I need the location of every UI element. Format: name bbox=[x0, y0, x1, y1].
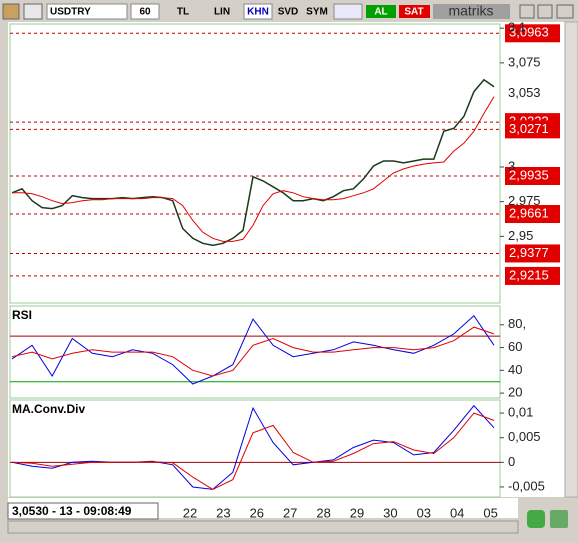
level-label: 2,9935 bbox=[509, 167, 549, 182]
scale[interactable]: LIN bbox=[214, 7, 230, 18]
tool[interactable]: SYM bbox=[306, 7, 328, 18]
y-tick-label: -0,005 bbox=[508, 478, 545, 493]
x-tick-label: 26 bbox=[250, 505, 264, 520]
chart-bg bbox=[8, 22, 565, 497]
button[interactable] bbox=[519, 4, 535, 19]
brand: matriks bbox=[448, 3, 493, 19]
x-tick-label: 27 bbox=[283, 505, 297, 520]
refresh-button[interactable] bbox=[527, 510, 545, 528]
x-tick-label: 04 bbox=[450, 505, 464, 520]
macd-panel bbox=[9, 399, 501, 498]
period-box[interactable] bbox=[130, 3, 160, 20]
x-tick-label: 05 bbox=[483, 505, 497, 520]
level-box bbox=[505, 205, 560, 224]
sell[interactable]: SAT bbox=[404, 7, 423, 18]
x-tick-label: 30 bbox=[383, 505, 397, 520]
status-box bbox=[7, 502, 159, 520]
period[interactable]: 60 bbox=[139, 7, 151, 18]
tool[interactable]: KHN bbox=[247, 7, 269, 18]
icon[interactable] bbox=[23, 3, 43, 20]
x-tick-label: 29 bbox=[350, 505, 364, 520]
y-tick-label: 0,01 bbox=[508, 404, 533, 419]
level-label: 2,9215 bbox=[509, 267, 549, 282]
y-tick-label: 3,075 bbox=[508, 54, 541, 69]
level-label: 3,0271 bbox=[509, 121, 549, 136]
buy-box[interactable] bbox=[366, 5, 396, 18]
y-tick-label: 20 bbox=[508, 385, 522, 400]
khn-box[interactable] bbox=[243, 3, 273, 20]
series-line bbox=[11, 412, 495, 490]
status: 3,0530 - 13 - 09:08:49 bbox=[12, 504, 132, 518]
x-tick-label: 22 bbox=[183, 505, 197, 520]
panel-title: MA.Conv.Div bbox=[12, 402, 85, 416]
brand-box bbox=[433, 4, 510, 19]
y-tick-label: 40 bbox=[508, 362, 522, 377]
x-tick-label: 03 bbox=[417, 505, 431, 520]
last-price-box bbox=[505, 85, 545, 102]
y-tick-label: 3,1 bbox=[508, 20, 526, 35]
button[interactable] bbox=[550, 510, 568, 528]
button[interactable] bbox=[537, 4, 553, 19]
y-tick-label: 0 bbox=[508, 454, 515, 469]
close-button[interactable] bbox=[556, 4, 574, 19]
series-line bbox=[12, 96, 495, 242]
icon[interactable] bbox=[333, 3, 363, 20]
y-tick-label: 3 bbox=[508, 158, 515, 173]
currency[interactable]: TL bbox=[177, 7, 189, 18]
scrollbar[interactable] bbox=[564, 21, 578, 498]
sell-box[interactable] bbox=[399, 5, 430, 18]
level-label: 2,9377 bbox=[509, 245, 549, 260]
y-tick-label: 2,95 bbox=[508, 228, 533, 243]
x-tick-label: 28 bbox=[316, 505, 330, 520]
y-tick-label: 60 bbox=[508, 339, 522, 354]
series-line bbox=[11, 78, 495, 247]
x-tick-label: 23 bbox=[216, 505, 230, 520]
buy[interactable]: AL bbox=[374, 7, 387, 18]
level-box bbox=[505, 24, 560, 43]
icon[interactable] bbox=[2, 3, 20, 20]
series-line bbox=[11, 326, 495, 377]
tool[interactable]: SVD bbox=[278, 7, 299, 18]
level-box bbox=[505, 244, 560, 263]
series-line bbox=[11, 314, 495, 385]
last-price-label: 3,053 bbox=[508, 85, 541, 100]
price-panel bbox=[9, 23, 501, 304]
symbol-box[interactable] bbox=[46, 3, 128, 20]
level-box bbox=[505, 166, 560, 185]
y-tick-label: 0,005 bbox=[508, 429, 541, 444]
h-scrollbar[interactable] bbox=[7, 520, 519, 534]
series-line bbox=[11, 404, 495, 490]
level-label: 3,0963 bbox=[509, 25, 549, 40]
level-box bbox=[505, 266, 560, 285]
y-tick-label: 2,975 bbox=[508, 193, 541, 208]
panel-title: RSI bbox=[12, 308, 32, 322]
rsi-panel bbox=[9, 305, 501, 399]
level-label: 2,9661 bbox=[509, 205, 549, 220]
y-tick-label: 80, bbox=[508, 316, 526, 331]
symbol[interactable]: USDTRY bbox=[50, 7, 91, 18]
level-box bbox=[505, 120, 560, 139]
